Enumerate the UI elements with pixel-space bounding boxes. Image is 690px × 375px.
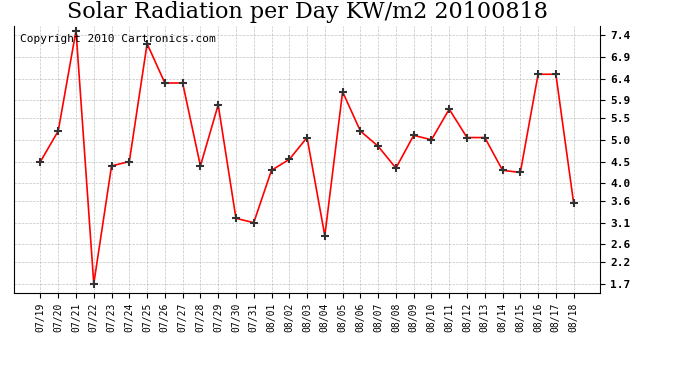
Text: Copyright 2010 Cartronics.com: Copyright 2010 Cartronics.com <box>19 34 215 44</box>
Title: Solar Radiation per Day KW/m2 20100818: Solar Radiation per Day KW/m2 20100818 <box>66 1 548 23</box>
